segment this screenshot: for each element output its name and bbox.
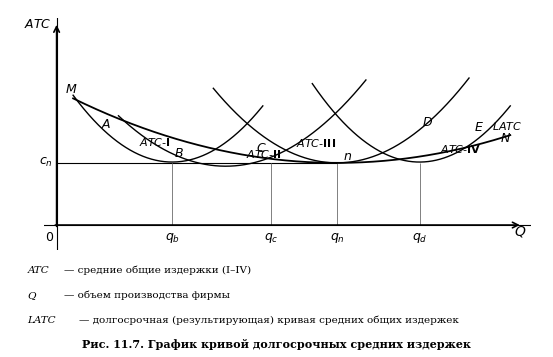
Text: $ATC$-$\mathbf{IV}$: $ATC$-$\mathbf{IV}$: [440, 143, 482, 155]
Text: ATC: ATC: [28, 266, 49, 275]
Text: $N$: $N$: [500, 132, 511, 145]
Text: LATC: LATC: [28, 316, 56, 325]
Text: $ATC$-$\mathbf{II}$: $ATC$-$\mathbf{II}$: [246, 148, 282, 160]
Text: $ATC$: $ATC$: [24, 17, 51, 31]
Text: $q_b$: $q_b$: [165, 231, 180, 245]
Text: — объем производства фирмы: — объем производства фирмы: [64, 291, 229, 300]
Text: $c_n$: $c_n$: [39, 156, 53, 170]
Text: $n$: $n$: [343, 150, 352, 164]
Text: $ATC$-$\mathbf{III}$: $ATC$-$\mathbf{III}$: [296, 137, 336, 149]
Text: — долгосрочная (результирующая) кривая средних общих издержек: — долгосрочная (результирующая) кривая с…: [79, 316, 458, 325]
Text: $C$: $C$: [256, 142, 267, 155]
Text: Q: Q: [28, 291, 36, 300]
Text: $Q$: $Q$: [514, 224, 527, 239]
Text: $q_c$: $q_c$: [264, 231, 278, 245]
Text: $M$: $M$: [65, 84, 77, 96]
Text: $LATC$: $LATC$: [492, 120, 522, 132]
Text: $q_n$: $q_n$: [330, 231, 345, 245]
Text: — средние общие издержки (I–IV): — средние общие издержки (I–IV): [64, 266, 251, 275]
Text: 0: 0: [45, 231, 53, 244]
Text: $ATC$-$\mathbf{I}$: $ATC$-$\mathbf{I}$: [139, 136, 171, 147]
Text: $B$: $B$: [174, 147, 184, 160]
Text: Рис. 11.7. График кривой долгосрочных средних издержек: Рис. 11.7. График кривой долгосрочных ср…: [82, 339, 471, 350]
Text: $A$: $A$: [101, 118, 111, 131]
Text: $E$: $E$: [474, 121, 484, 134]
Text: $D$: $D$: [421, 116, 432, 130]
Text: $q_d$: $q_d$: [412, 231, 427, 245]
